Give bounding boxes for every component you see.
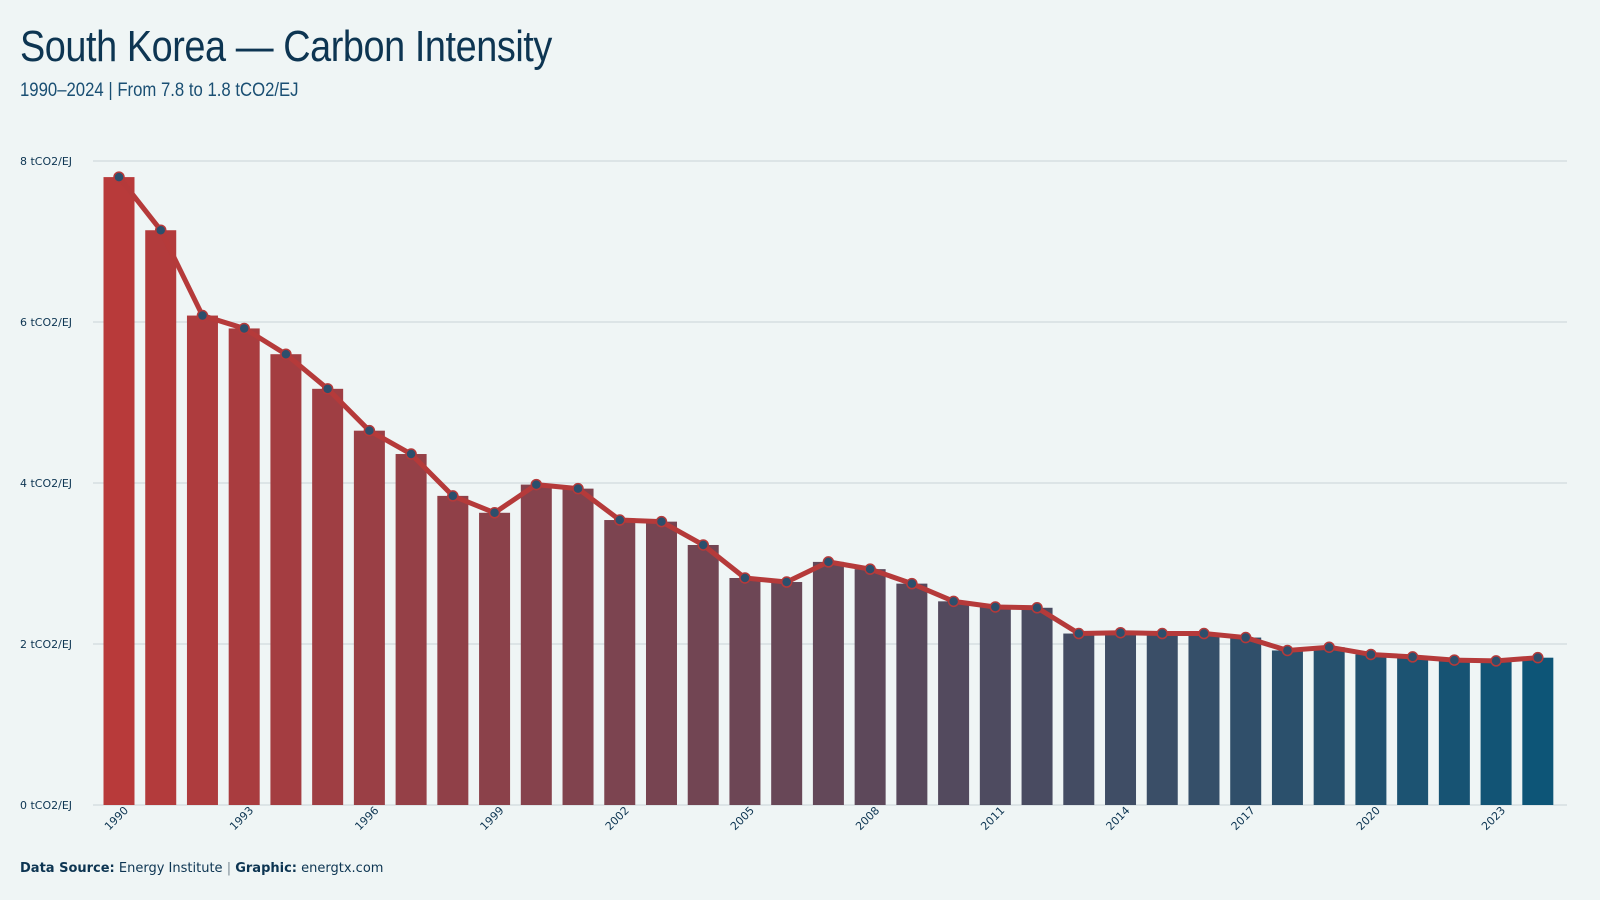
bar xyxy=(103,177,135,806)
data-point xyxy=(697,539,709,551)
chart-title: South Korea — Carbon Intensity xyxy=(20,22,552,71)
data-point xyxy=(864,563,876,575)
bar xyxy=(812,561,844,805)
bar xyxy=(353,430,385,805)
x-tick-label: 2002 xyxy=(603,804,632,833)
bar xyxy=(938,601,970,805)
bar xyxy=(1480,660,1512,805)
bar xyxy=(604,520,636,805)
data-point xyxy=(113,171,125,183)
data-point xyxy=(154,224,167,236)
data-point xyxy=(530,478,543,491)
source-value: Energy Institute xyxy=(118,861,223,876)
bar xyxy=(979,606,1011,805)
data-point xyxy=(1156,627,1168,640)
data-point xyxy=(1114,626,1127,639)
data-point xyxy=(614,514,626,526)
chart-subtitle: 1990–2024 | From 7.8 to 1.8 tCO2/EJ xyxy=(20,80,299,101)
bar xyxy=(312,388,344,805)
data-point xyxy=(947,595,960,608)
bar xyxy=(1230,637,1262,805)
data-point xyxy=(1239,631,1252,644)
bar xyxy=(729,577,761,805)
x-tick-label: 2020 xyxy=(1354,804,1383,833)
data-point xyxy=(1448,654,1461,666)
footer-separator: | xyxy=(226,861,232,876)
data-point xyxy=(655,515,668,528)
bar xyxy=(1271,650,1303,805)
bar xyxy=(437,495,469,805)
bar xyxy=(1021,607,1053,805)
bar xyxy=(520,484,552,805)
bar xyxy=(1188,633,1220,805)
x-tick-label: 2008 xyxy=(853,804,882,833)
data-point xyxy=(1073,627,1085,640)
bar xyxy=(1063,633,1095,805)
data-point xyxy=(280,348,292,360)
x-tick-label: 1990 xyxy=(102,804,131,833)
x-tick-label: 2014 xyxy=(1104,804,1133,833)
x-tick-label: 1999 xyxy=(478,804,507,833)
bar xyxy=(1438,660,1470,805)
data-point xyxy=(780,576,793,588)
data-point xyxy=(906,577,918,590)
x-tick-label: 1996 xyxy=(352,804,381,833)
bar xyxy=(228,328,260,805)
bar xyxy=(645,521,677,805)
data-point xyxy=(989,601,1002,613)
graphic-value: energtx.com xyxy=(301,861,384,876)
x-tick-label: 2017 xyxy=(1229,804,1258,833)
bar xyxy=(479,512,511,805)
data-point xyxy=(488,507,501,519)
bar xyxy=(562,488,594,805)
bar xyxy=(1105,632,1137,805)
bar xyxy=(186,315,218,805)
data-point xyxy=(739,572,751,584)
bar xyxy=(1355,654,1387,805)
x-tick-label: 2005 xyxy=(728,804,757,833)
bar xyxy=(1313,647,1345,805)
x-tick-label: 2011 xyxy=(978,804,1007,833)
graphic-label: Graphic: xyxy=(235,861,297,876)
bar xyxy=(1146,633,1178,805)
data-point xyxy=(196,309,209,322)
bar xyxy=(854,569,886,805)
bar xyxy=(145,230,177,806)
bar xyxy=(687,544,719,805)
data-point xyxy=(1198,627,1210,640)
data-point xyxy=(1031,602,1043,614)
data-point xyxy=(447,490,459,502)
bar xyxy=(395,454,427,805)
bar xyxy=(771,582,803,805)
y-tick-label: 6 tCO2/EJ xyxy=(20,316,72,329)
data-point xyxy=(1281,644,1294,657)
x-tick-label: 1993 xyxy=(227,804,256,833)
y-tick-label: 0 tCO2/EJ xyxy=(20,799,72,812)
data-point xyxy=(1490,655,1502,667)
bar xyxy=(1522,657,1554,805)
y-tick-label: 2 tCO2/EJ xyxy=(20,638,72,651)
bar xyxy=(1397,656,1429,805)
data-point xyxy=(822,556,835,568)
data-point xyxy=(1323,641,1335,653)
data-point xyxy=(1532,651,1544,664)
bar xyxy=(270,354,302,805)
x-tick-label: 2023 xyxy=(1479,804,1508,833)
y-tick-label: 8 tCO2/EJ xyxy=(20,155,72,168)
footer-credits: Data Source: Energy Institute | Graphic:… xyxy=(20,861,383,876)
bar xyxy=(896,583,928,805)
data-point xyxy=(363,424,376,437)
data-point xyxy=(238,322,250,335)
data-point xyxy=(572,482,584,495)
data-point xyxy=(1365,648,1377,661)
data-point xyxy=(1406,651,1419,663)
y-tick-label: 4 tCO2/EJ xyxy=(20,477,72,490)
data-point xyxy=(405,448,417,460)
data-point xyxy=(321,383,334,395)
source-label: Data Source: xyxy=(20,861,115,876)
